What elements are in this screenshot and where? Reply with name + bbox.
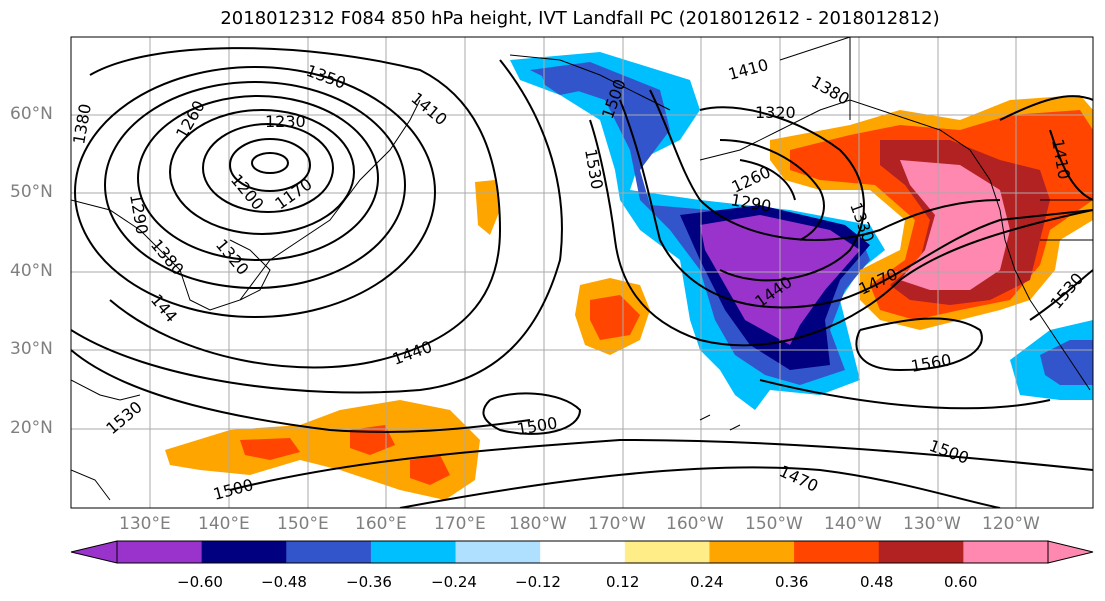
lat-label: 50°N [10,182,53,202]
lat-label: 40°N [10,261,53,281]
lon-label: 140°E [198,514,250,534]
colorbar-border [116,540,1049,564]
colorbar-segment [540,541,626,563]
colorbar-tick-label: −0.12 [515,573,561,591]
colorbar-segment [117,541,203,563]
colorbar-extend-high [1047,540,1094,564]
colorbar-segment [963,541,1049,563]
colorbar-segment [624,541,710,563]
map-frame [70,36,1094,509]
contour-label: 1230 [265,112,306,131]
lon-label: 120°W [982,514,1040,534]
lon-label: 150°E [277,514,329,534]
height-contours [71,47,1093,508]
colorbar-tick-label: 0.12 [606,573,640,591]
colorbar-segment [794,541,880,563]
colorbar-tick-label: 0.36 [775,573,809,591]
colorbar-segment [455,541,541,563]
lon-label: 170°E [434,514,486,534]
colorbar-tick-label: 0.48 [860,573,894,591]
lat-label: 60°N [10,104,53,124]
lat-label: 30°N [10,339,53,359]
colorbar-tick-label: −0.48 [261,573,307,591]
map-title: 2018012312 F084 850 hPa height, IVT Land… [220,8,940,29]
colorbar-tick-label: −0.36 [346,573,392,591]
lon-label: 130°E [119,514,171,534]
lon-label: 160°E [355,514,407,534]
colorbar-segment [370,541,457,563]
lon-label: 180°W [509,514,567,534]
colorbar-tick-label: 0.60 [944,573,978,591]
colorbar-segment [286,541,372,563]
coastlines [71,37,1093,501]
colorbar [70,540,1094,564]
colorbar-segment [878,541,964,563]
colorbar-tick-label: −0.60 [177,573,223,591]
lon-label: 170°W [588,514,646,534]
lon-label: 160°W [666,514,724,534]
ivt-shading [165,52,1093,500]
lat-label: 20°N [10,418,53,438]
contour-label: 1320 [755,103,796,122]
lon-label: 150°W [745,514,803,534]
colorbar-segment [201,541,287,563]
colorbar-extend-low [70,540,118,564]
colorbar-tick-label: −0.24 [431,573,477,591]
lon-label: 140°W [824,514,882,534]
colorbar-segment [709,541,795,563]
colorbar-tick-label: 0.24 [690,573,724,591]
graticule [71,37,1093,508]
lon-label: 130°W [903,514,961,534]
